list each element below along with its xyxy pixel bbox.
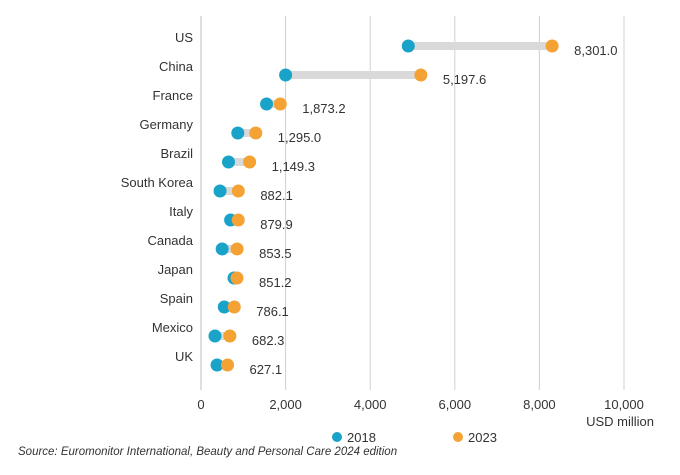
x-axis-title: USD million [586, 414, 654, 429]
x-tick-label: 2,000 [269, 397, 302, 412]
value-labels: 8,301.0 5,197.6 1,873.2 1,295.0 1,149.3 882.1… [250, 43, 618, 377]
point-2018-mexico [208, 329, 222, 343]
point-2023-germany [249, 126, 263, 140]
point-2023-mexico [223, 329, 237, 343]
value-label-canada: 853.5 [259, 246, 292, 261]
point-2018-spain [217, 300, 231, 314]
point-2023-spain [227, 300, 241, 314]
value-label-mexico: 682.3 [252, 333, 285, 348]
x-tick-label: 0 [197, 397, 204, 412]
category-label-canada: Canada [147, 233, 193, 248]
category-labels: US China France Germany Brazil South Korea Ita… [121, 30, 194, 364]
x-tick-label: 10,000 [604, 397, 644, 412]
point-2018-france [260, 97, 274, 111]
point-2018-germany [231, 126, 245, 140]
point-2018-uk [210, 358, 224, 372]
point-2023-canada [230, 242, 244, 256]
point-2023-japan [230, 271, 244, 285]
point-2018-brazil [221, 155, 235, 169]
category-label-us: US [175, 30, 193, 45]
point-2023-brazil [243, 155, 257, 169]
point-2018-china [279, 68, 293, 82]
x-tick-labels: 0 2,000 4,000 6,000 8,000 10,000 [197, 397, 644, 412]
data-points [208, 39, 559, 372]
category-label-south-korea: South Korea [121, 175, 194, 190]
point-2023-france [273, 97, 287, 111]
value-label-uk: 627.1 [250, 362, 283, 377]
category-label-mexico: Mexico [152, 320, 193, 335]
point-2018-south-korea [213, 184, 227, 198]
category-label-france: France [153, 88, 193, 103]
legend-marker-2018 [332, 432, 342, 442]
point-2023-south-korea [231, 184, 245, 198]
value-label-japan: 851.2 [259, 275, 292, 290]
value-label-us: 8,301.0 [574, 43, 617, 58]
legend-label-2018: 2018 [347, 430, 376, 445]
x-tick-label: 8,000 [523, 397, 556, 412]
point-2023-us [545, 39, 559, 53]
category-label-china: China [159, 59, 194, 74]
value-label-italy: 879.9 [260, 217, 293, 232]
category-label-germany: Germany [140, 117, 194, 132]
category-label-italy: Italy [169, 204, 193, 219]
source-note: Source: Euromonitor International, Beaut… [18, 446, 398, 458]
point-2023-china [414, 68, 428, 82]
value-label-spain: 786.1 [256, 304, 289, 319]
point-2023-italy [231, 213, 245, 227]
value-label-france: 1,873.2 [302, 101, 345, 116]
x-tick-label: 6,000 [439, 397, 472, 412]
value-label-brazil: 1,149.3 [272, 159, 315, 174]
value-label-germany: 1,295.0 [278, 130, 321, 145]
legend-label-2023: 2023 [468, 430, 497, 445]
legend-marker-2023 [453, 432, 463, 442]
x-tick-label: 4,000 [354, 397, 387, 412]
point-2018-canada [215, 242, 229, 256]
category-label-spain: Spain [160, 291, 193, 306]
category-label-uk: UK [175, 349, 193, 364]
point-2018-us [401, 39, 415, 53]
legend: 2018 2023 [332, 430, 497, 445]
value-label-south-korea: 882.1 [260, 188, 293, 203]
point-2023-uk [221, 358, 235, 372]
value-label-china: 5,197.6 [443, 72, 486, 87]
category-label-brazil: Brazil [160, 146, 193, 161]
category-label-japan: Japan [158, 262, 193, 277]
